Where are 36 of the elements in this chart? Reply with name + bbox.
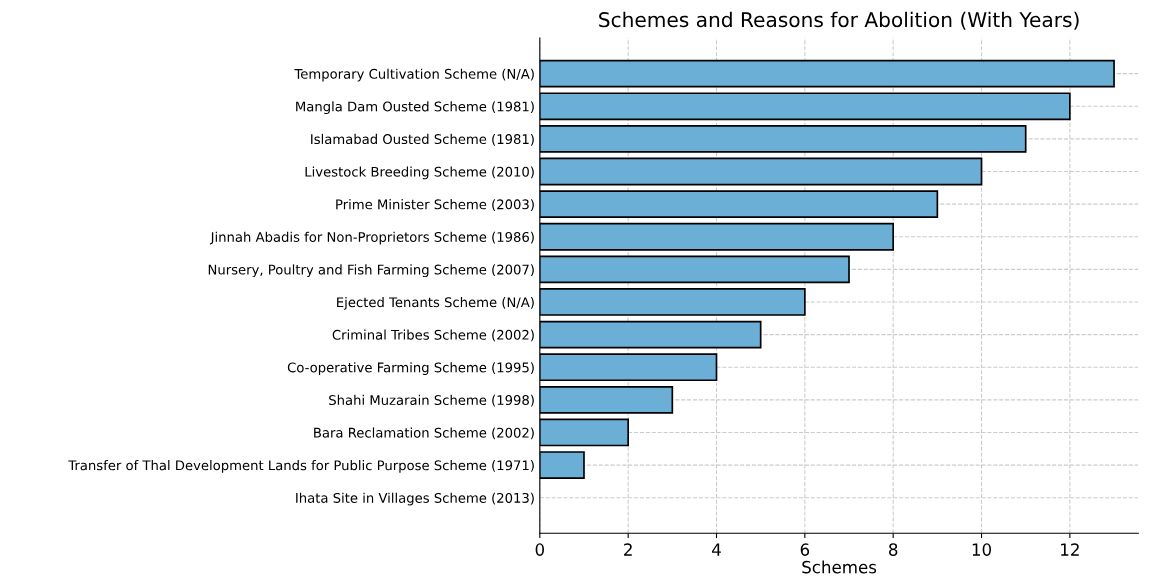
bar [539, 157, 983, 186]
x-tick-label: 6 [800, 543, 810, 556]
bar [539, 418, 629, 447]
bar [539, 353, 718, 382]
bar [539, 125, 1027, 153]
bar [539, 320, 762, 349]
bar [539, 288, 806, 316]
bar [539, 255, 850, 284]
x-tick-label: 4 [712, 543, 721, 556]
y-tick-label: Transfer of Thal Development Lands for Public Purpose Scheme (1971) [68, 460, 534, 473]
chart-title: Schemes and Reasons for Abolition (With Years) [599, 11, 1079, 30]
x-axis-title: Schemes [802, 560, 877, 574]
y-tick-label: Jinnah Abadis for Non-Proprietors Scheme (1986) [209, 231, 534, 245]
y-tick-label: Ihata Site in Villages Scheme (2013) [296, 492, 534, 506]
x-tick-label: 0 [535, 543, 545, 556]
y-tick-label: Livestock Breeding Scheme (2010) [305, 166, 534, 180]
y-tick-label: Islamabad Ousted Scheme (1981) [311, 133, 534, 146]
bar [539, 222, 895, 251]
y-tick-label: Co-operative Farming Scheme (1995) [287, 362, 534, 375]
bar [539, 59, 1115, 88]
x-tick-label: 12 [1061, 543, 1079, 556]
y-tick-label: Nursery, Poultry and Fish Farming Scheme (2007) [208, 264, 534, 278]
x-tick-label: 10 [972, 543, 992, 556]
bar [539, 385, 674, 414]
y-tick-label: Bara Reclamation Scheme (2002) [314, 427, 534, 440]
y-tick-label: Temporary Cultivation Scheme (N/A) [294, 68, 534, 82]
bar [539, 190, 939, 219]
y-tick-label: Mangla Dam Ousted Scheme (1981) [296, 101, 534, 115]
x-tick-label: 2 [624, 543, 632, 556]
y-tick-label: Prime Minister Scheme (2003) [336, 199, 534, 211]
x-tick-label: 8 [889, 543, 898, 556]
bar [539, 92, 1071, 121]
y-tick-label: Criminal Tribes Scheme (2002) [332, 329, 534, 342]
bar [539, 451, 585, 479]
y-tick-label: Ejected Tenants Scheme (N/A) [337, 296, 534, 310]
y-tick-label: Shahi Muzarain Scheme (1998) [329, 394, 534, 407]
